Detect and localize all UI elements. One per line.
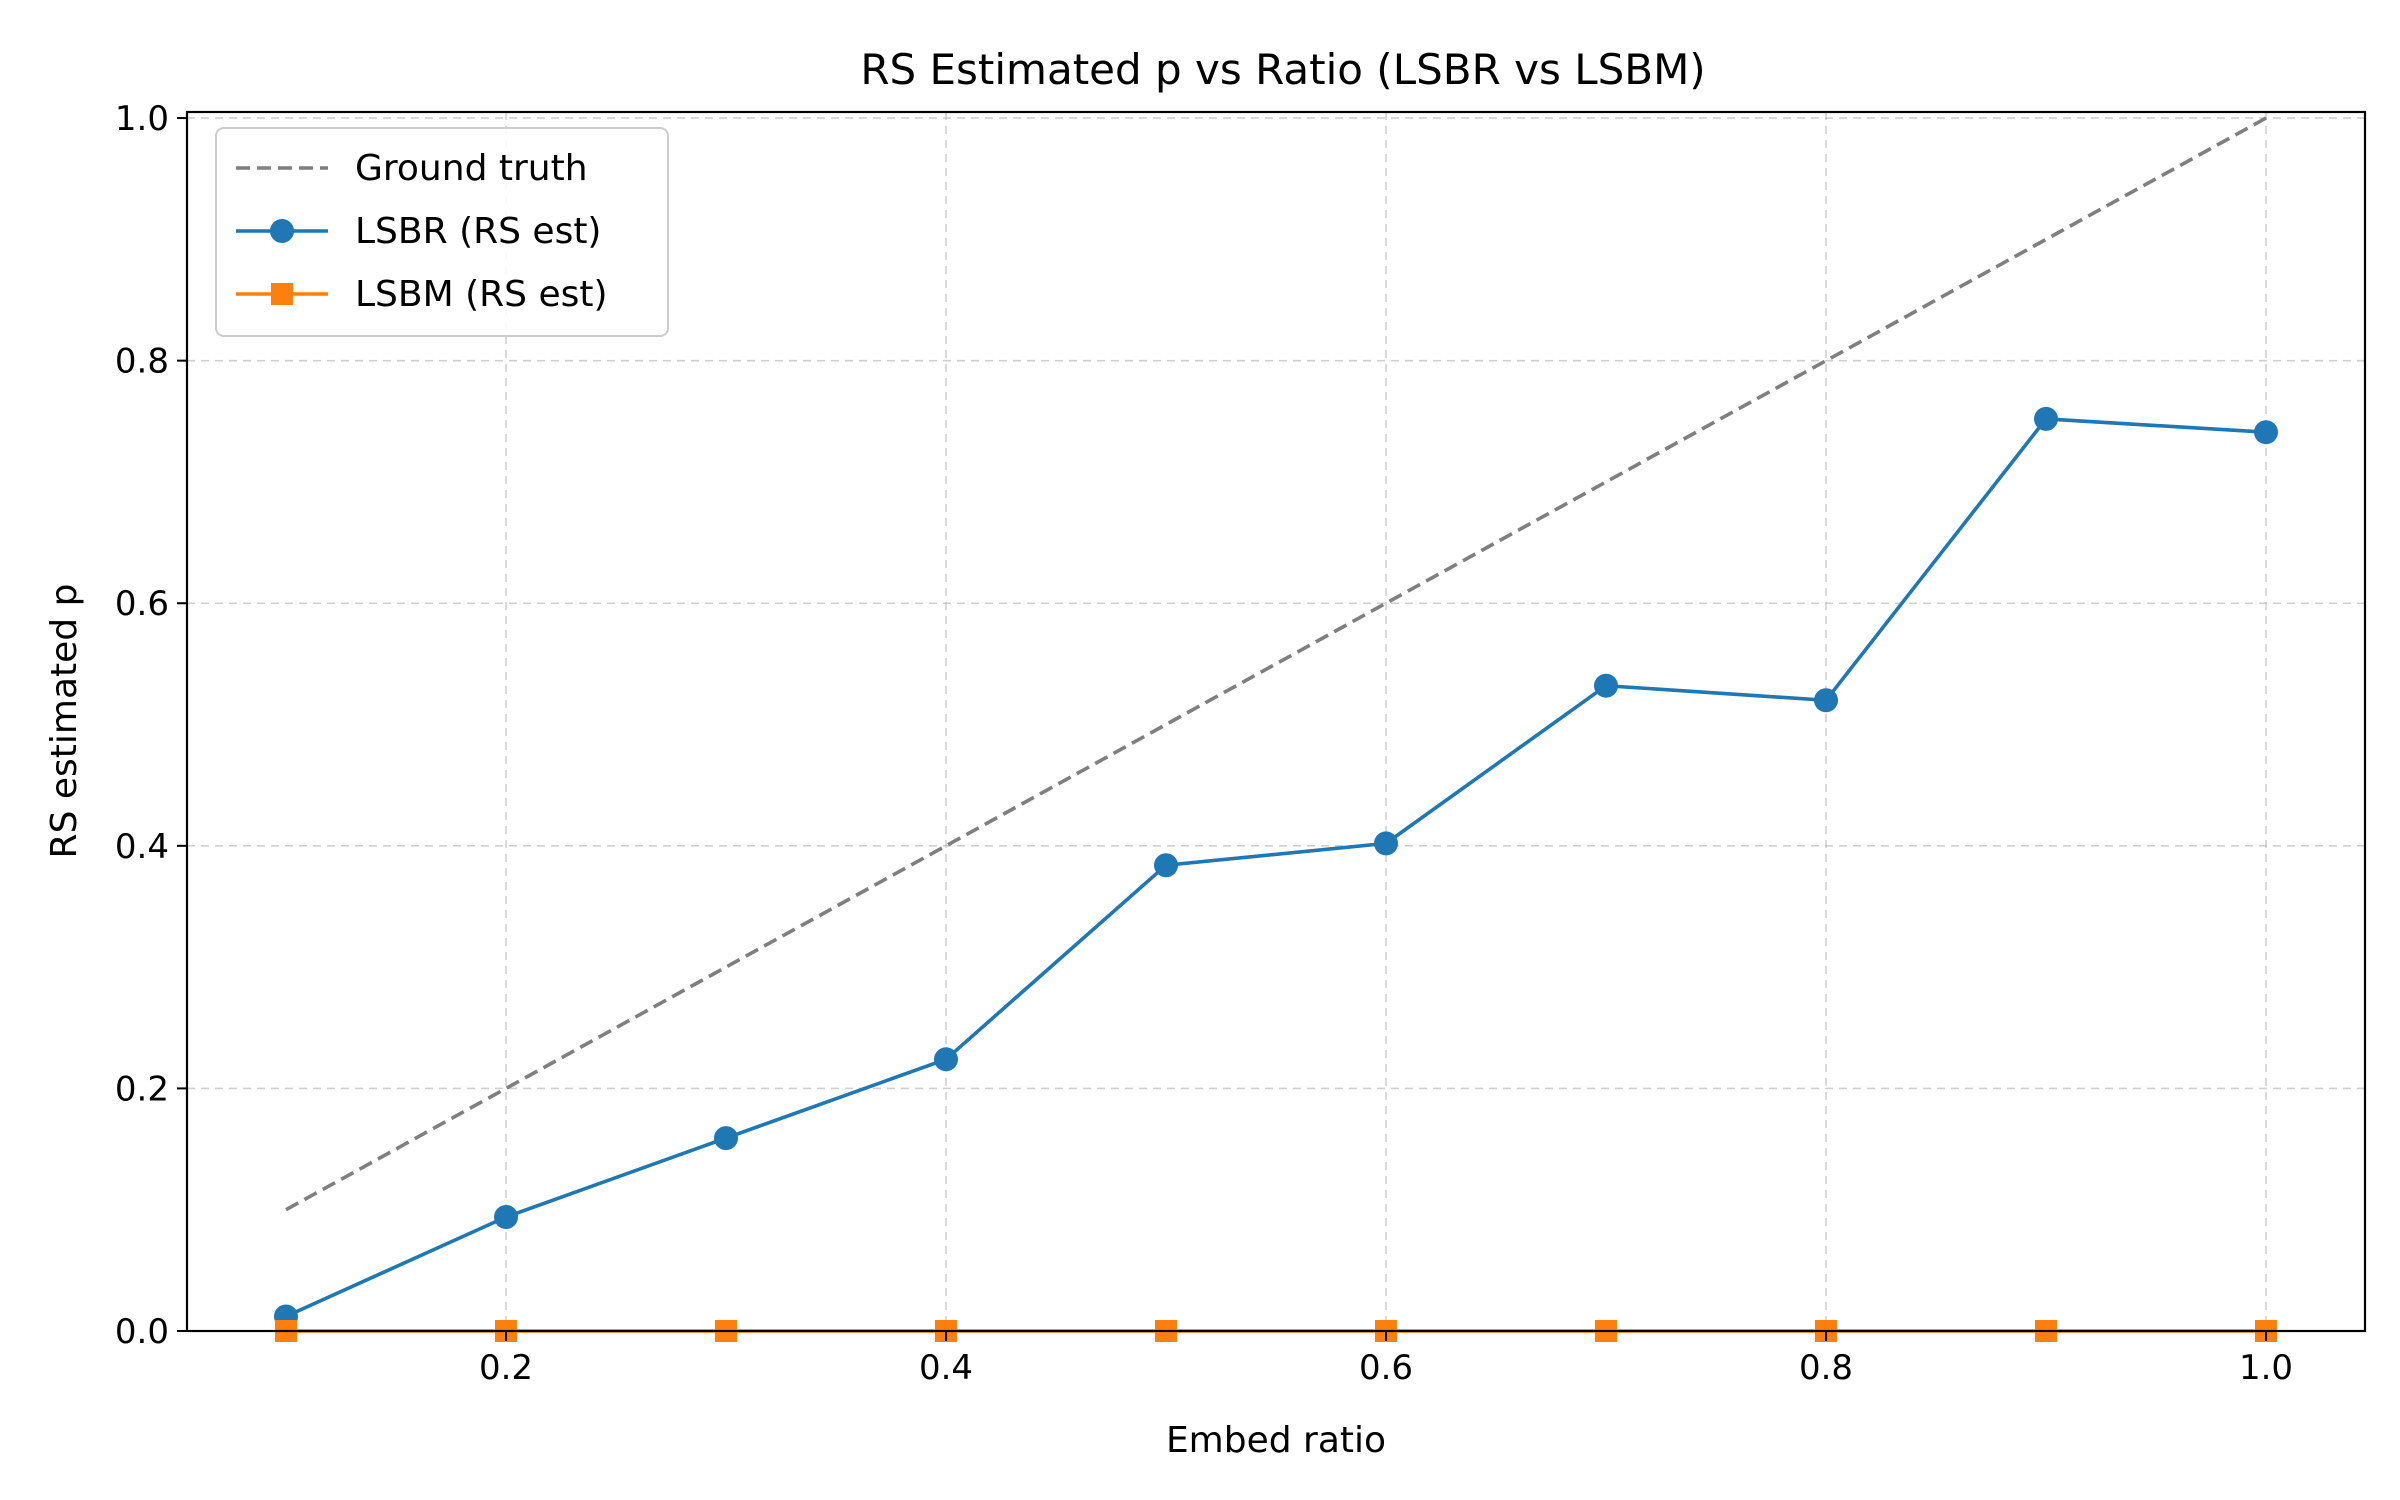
plot-frame (185, 110, 2367, 1333)
data-point-lsbr-rs-est (934, 1047, 958, 1072)
data-point-lsbr-rs-est (1154, 853, 1178, 878)
y-axis-label: RS estimated p (44, 584, 85, 859)
x-tick-label: 0.6 (1359, 1348, 1413, 1388)
data-point-lsbr-rs-est (1374, 831, 1398, 856)
legend-label-lsbr-rs-est: LSBR (RS est) (355, 211, 601, 252)
series-line-lsbr-rs-est (285, 417, 2267, 1319)
y-tick-label: 1.0 (115, 99, 169, 139)
data-point-lsbr-rs-est (1814, 688, 1838, 713)
legend-marker-lsbm-rs-est (271, 283, 293, 305)
data-point-lsbr-rs-est (1594, 673, 1618, 698)
data-point-lsbr-rs-est (714, 1126, 738, 1151)
y-tick-label: 0.4 (115, 827, 169, 867)
axis-layer: 0.2 0.4 0.6 0.8 1.0 0.0 0.2 0.4 0.6 0.8 1.0 (115, 99, 2293, 1388)
data-point-lsbr-rs-est (2254, 420, 2278, 445)
legend-box (215, 127, 669, 337)
legend-marker-lsbr-rs-est (270, 219, 294, 243)
data-point-lsbr-rs-est (494, 1204, 518, 1229)
data-point-lsbr-rs-est (2034, 406, 2058, 431)
x-tick-label: 1.0 (2239, 1348, 2293, 1388)
legend: Ground truth LSBR (RS est) LSBM (RS est) (215, 127, 669, 337)
x-tick-label: 0.4 (919, 1348, 973, 1388)
y-tick-label: 0.0 (115, 1312, 169, 1352)
y-tick-label: 0.6 (115, 584, 169, 624)
legend-label-lsbm-rs-est: LSBM (RS est) (355, 274, 608, 315)
y-tick-label: 0.8 (115, 342, 169, 382)
legend-label-ground-truth: Ground truth (355, 148, 588, 189)
x-tick-label: 0.8 (1799, 1348, 1853, 1388)
chart-title: RS Estimated p vs Ratio (LSBR vs LSBM) (860, 45, 1705, 94)
x-axis-label: Embed ratio (1166, 1420, 1386, 1461)
x-tick-label: 0.2 (479, 1348, 533, 1388)
y-tick-label: 0.2 (115, 1069, 169, 1109)
